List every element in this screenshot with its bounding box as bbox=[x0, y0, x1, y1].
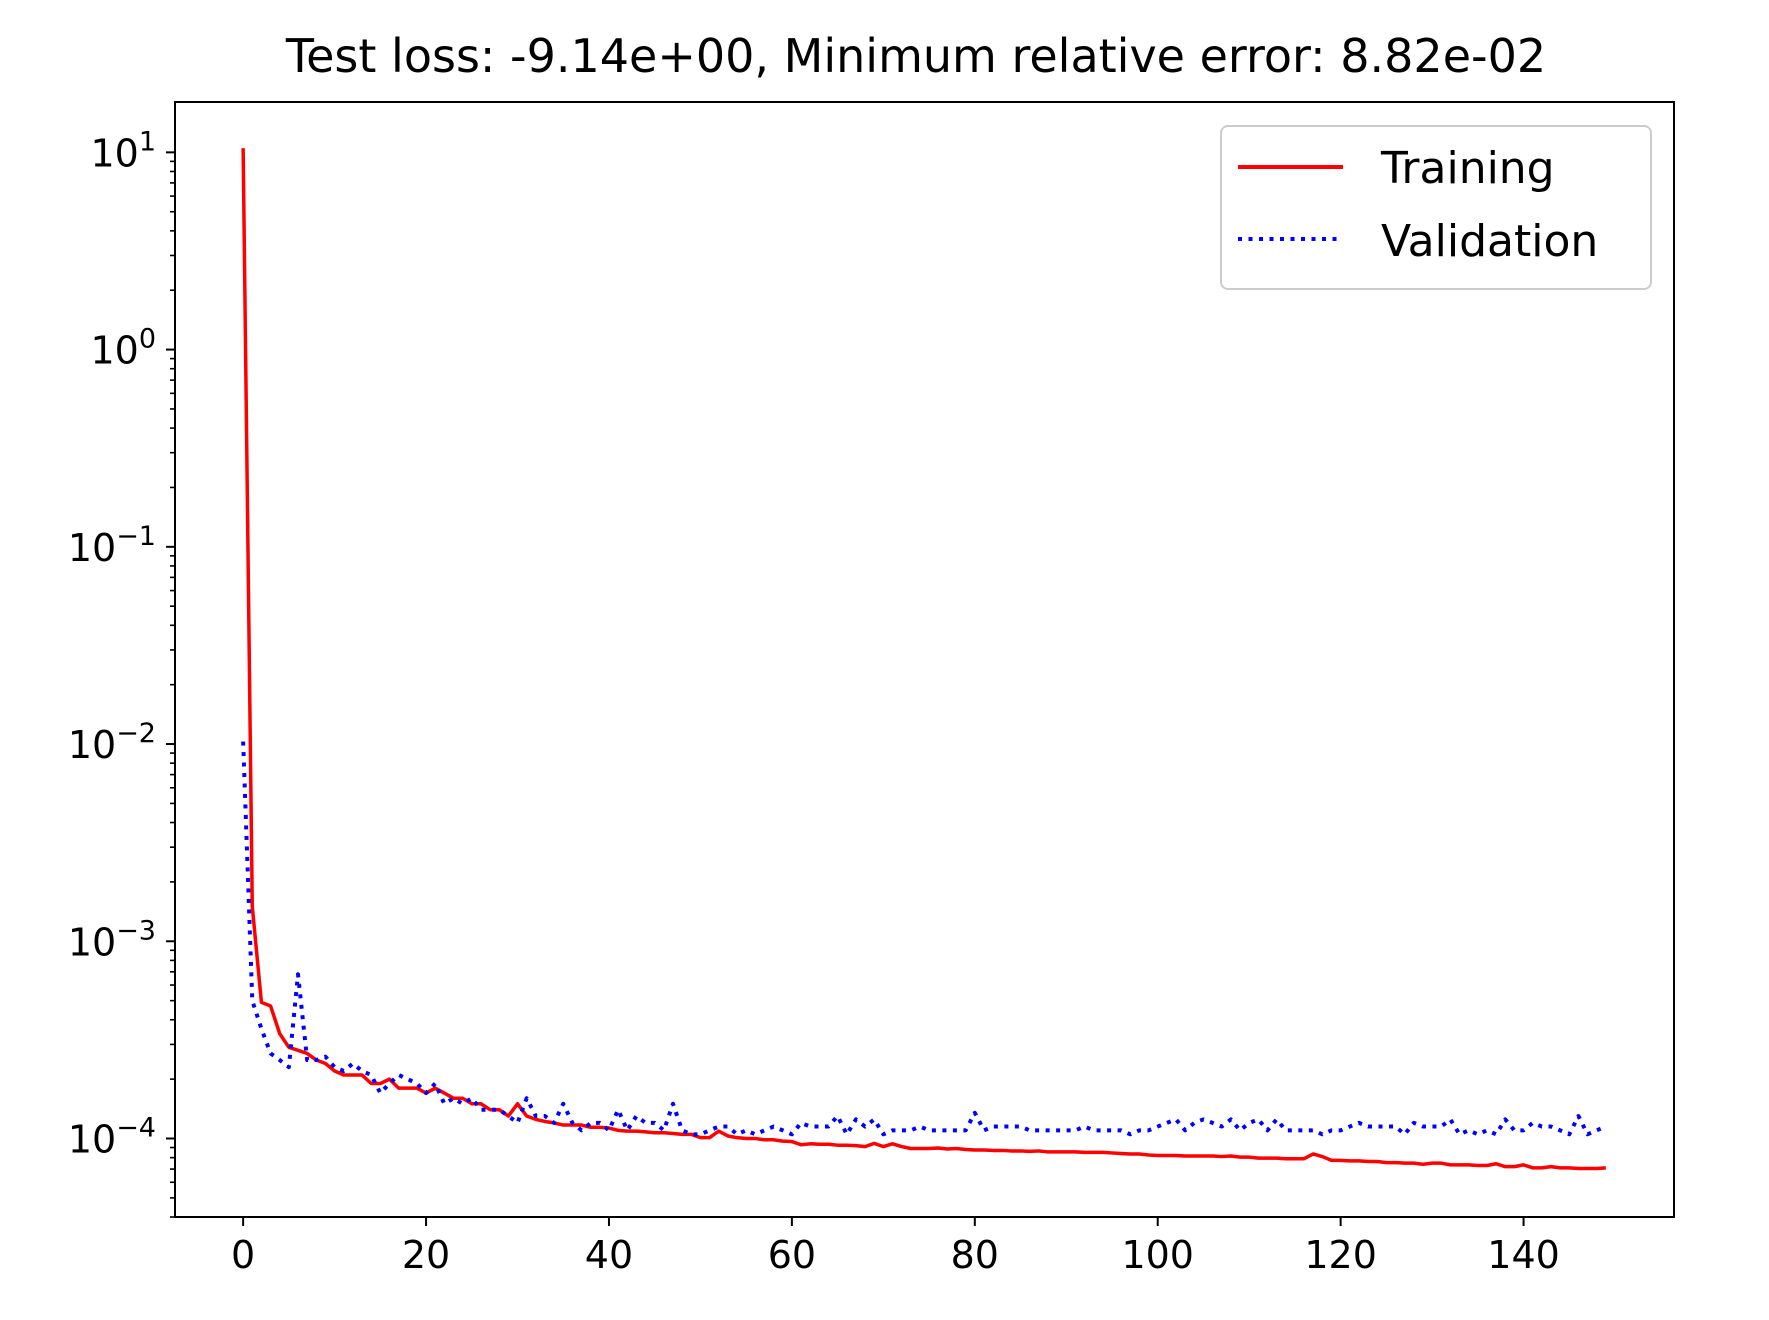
y-tick-label: 10−4 bbox=[68, 1113, 156, 1162]
x-tick-label: 20 bbox=[402, 1233, 450, 1277]
x-tick-label: 40 bbox=[585, 1233, 633, 1277]
x-tick-label: 0 bbox=[231, 1233, 255, 1277]
x-tick-label: 100 bbox=[1121, 1233, 1194, 1277]
legend-label-training: Training bbox=[1380, 143, 1555, 194]
y-tick-label: 101 bbox=[90, 126, 156, 175]
x-tick-label: 80 bbox=[951, 1233, 999, 1277]
legend: Training Validation bbox=[1220, 125, 1652, 290]
x-tick-label: 140 bbox=[1487, 1233, 1560, 1277]
series-line-training bbox=[241, 148, 1606, 1171]
x-tick-label: 60 bbox=[768, 1233, 816, 1277]
legend-label-validation: Validation bbox=[1381, 216, 1598, 267]
y-tick-label: 10−2 bbox=[68, 718, 156, 767]
y-tick-label: 10−1 bbox=[68, 521, 156, 570]
plot-frame bbox=[174, 101, 1675, 1218]
y-tick-label: 10−3 bbox=[68, 915, 156, 964]
x-axis: 0 20 40 60 80 100 120 140 bbox=[231, 1217, 1560, 1277]
plot-series-group bbox=[241, 148, 1607, 1171]
y-axis: 10−4 10−3 10−2 10−1 100 101 bbox=[68, 126, 175, 1218]
x-tick-label: 120 bbox=[1304, 1233, 1377, 1277]
series-line-validation bbox=[241, 741, 1607, 1137]
chart-title: Test loss: -9.14e+00, Minimum relative e… bbox=[285, 29, 1546, 83]
y-tick-label: 100 bbox=[90, 324, 156, 373]
